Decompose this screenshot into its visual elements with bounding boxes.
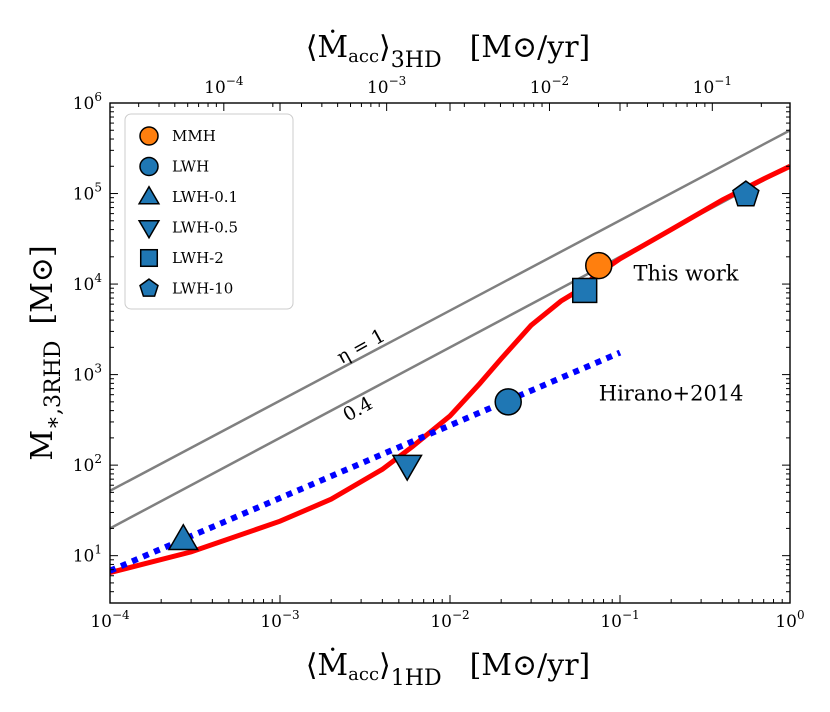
axis-ticks — [109, 102, 791, 604]
plot-markers — [167, 180, 760, 551]
legend-label-lwh-0-5: LWH-0.5 — [172, 219, 238, 237]
annotation-eta-0-4: 0.4 — [339, 392, 376, 426]
top-tick-label: 10−4 — [204, 74, 244, 98]
point-lwh-0-5 — [391, 454, 423, 482]
point-mmh — [585, 251, 613, 280]
x-tick-label: 100 — [775, 608, 804, 632]
legend-marker-mmh — [139, 126, 159, 146]
y-tick-label: 105 — [73, 181, 102, 205]
y-tick-label: 103 — [73, 362, 102, 386]
annotation-this-work: This work — [633, 261, 738, 285]
point-lwh — [494, 388, 522, 416]
y-axis-title: M∗,3RHD[M⊙] — [25, 245, 66, 460]
legend-marker-lwh-0-5 — [137, 220, 161, 240]
y-tick-label: 106 — [73, 90, 102, 114]
annotation-eta-1: η = 1 — [333, 324, 389, 368]
legend-marker-lwh — [139, 156, 159, 177]
x-tick-label: 10−3 — [260, 608, 299, 632]
plot-annotations: η = 1 0.4 This work Hirano+2014 — [333, 261, 743, 426]
plot-curves — [110, 129, 790, 576]
point-lwh-10 — [732, 180, 760, 207]
x-tick-label: 10−1 — [600, 608, 639, 632]
top-tick-label: 10−2 — [530, 74, 569, 98]
legend-marker-lwh-2 — [139, 248, 159, 268]
annotation-hirano-2014: Hirano+2014 — [599, 381, 744, 405]
legend-marker-lwh-0-1 — [137, 185, 161, 205]
top-axis-title: ⟨Ṁacc⟩3HD [M⊙/yr] — [306, 29, 591, 73]
series-line-1 — [110, 129, 790, 492]
y-tick-label: 102 — [73, 452, 102, 476]
axis-tick-labels: 10−4 10−3 10−2 10−1 100 101 102 103 104 105 106 10−… — [73, 74, 805, 632]
legend-marker-lwh-10 — [139, 278, 159, 297]
legend: MMH LWH LWH-0.1 LWH-0.5 LWH-2 LWH-10 — [124, 113, 294, 310]
legend-label-lwh-10: LWH-10 — [172, 280, 233, 298]
y-tick-label: 101 — [73, 543, 102, 567]
x-tick-label: 10−2 — [430, 608, 469, 632]
series-line-hirano-2014 — [110, 349, 622, 574]
x-tick-label: 10−4 — [90, 608, 130, 632]
legend-box — [124, 113, 294, 310]
legend-label-lwh: LWH — [172, 158, 209, 176]
point-lwh-2 — [571, 277, 598, 304]
series-line-this-work — [110, 164, 790, 576]
top-tick-label: 10−1 — [693, 74, 732, 98]
legend-label-mmh: MMH — [172, 127, 216, 145]
x-axis-title: ⟨Ṁacc⟩1HD [M⊙/yr] — [306, 647, 591, 691]
y-tick-label: 104 — [73, 271, 103, 295]
point-lwh-0-1 — [167, 523, 199, 551]
legend-label-lwh-0-1: LWH-0.1 — [172, 188, 238, 206]
legend-label-lwh-2: LWH-2 — [172, 249, 224, 267]
top-tick-label: 10−3 — [367, 74, 406, 98]
